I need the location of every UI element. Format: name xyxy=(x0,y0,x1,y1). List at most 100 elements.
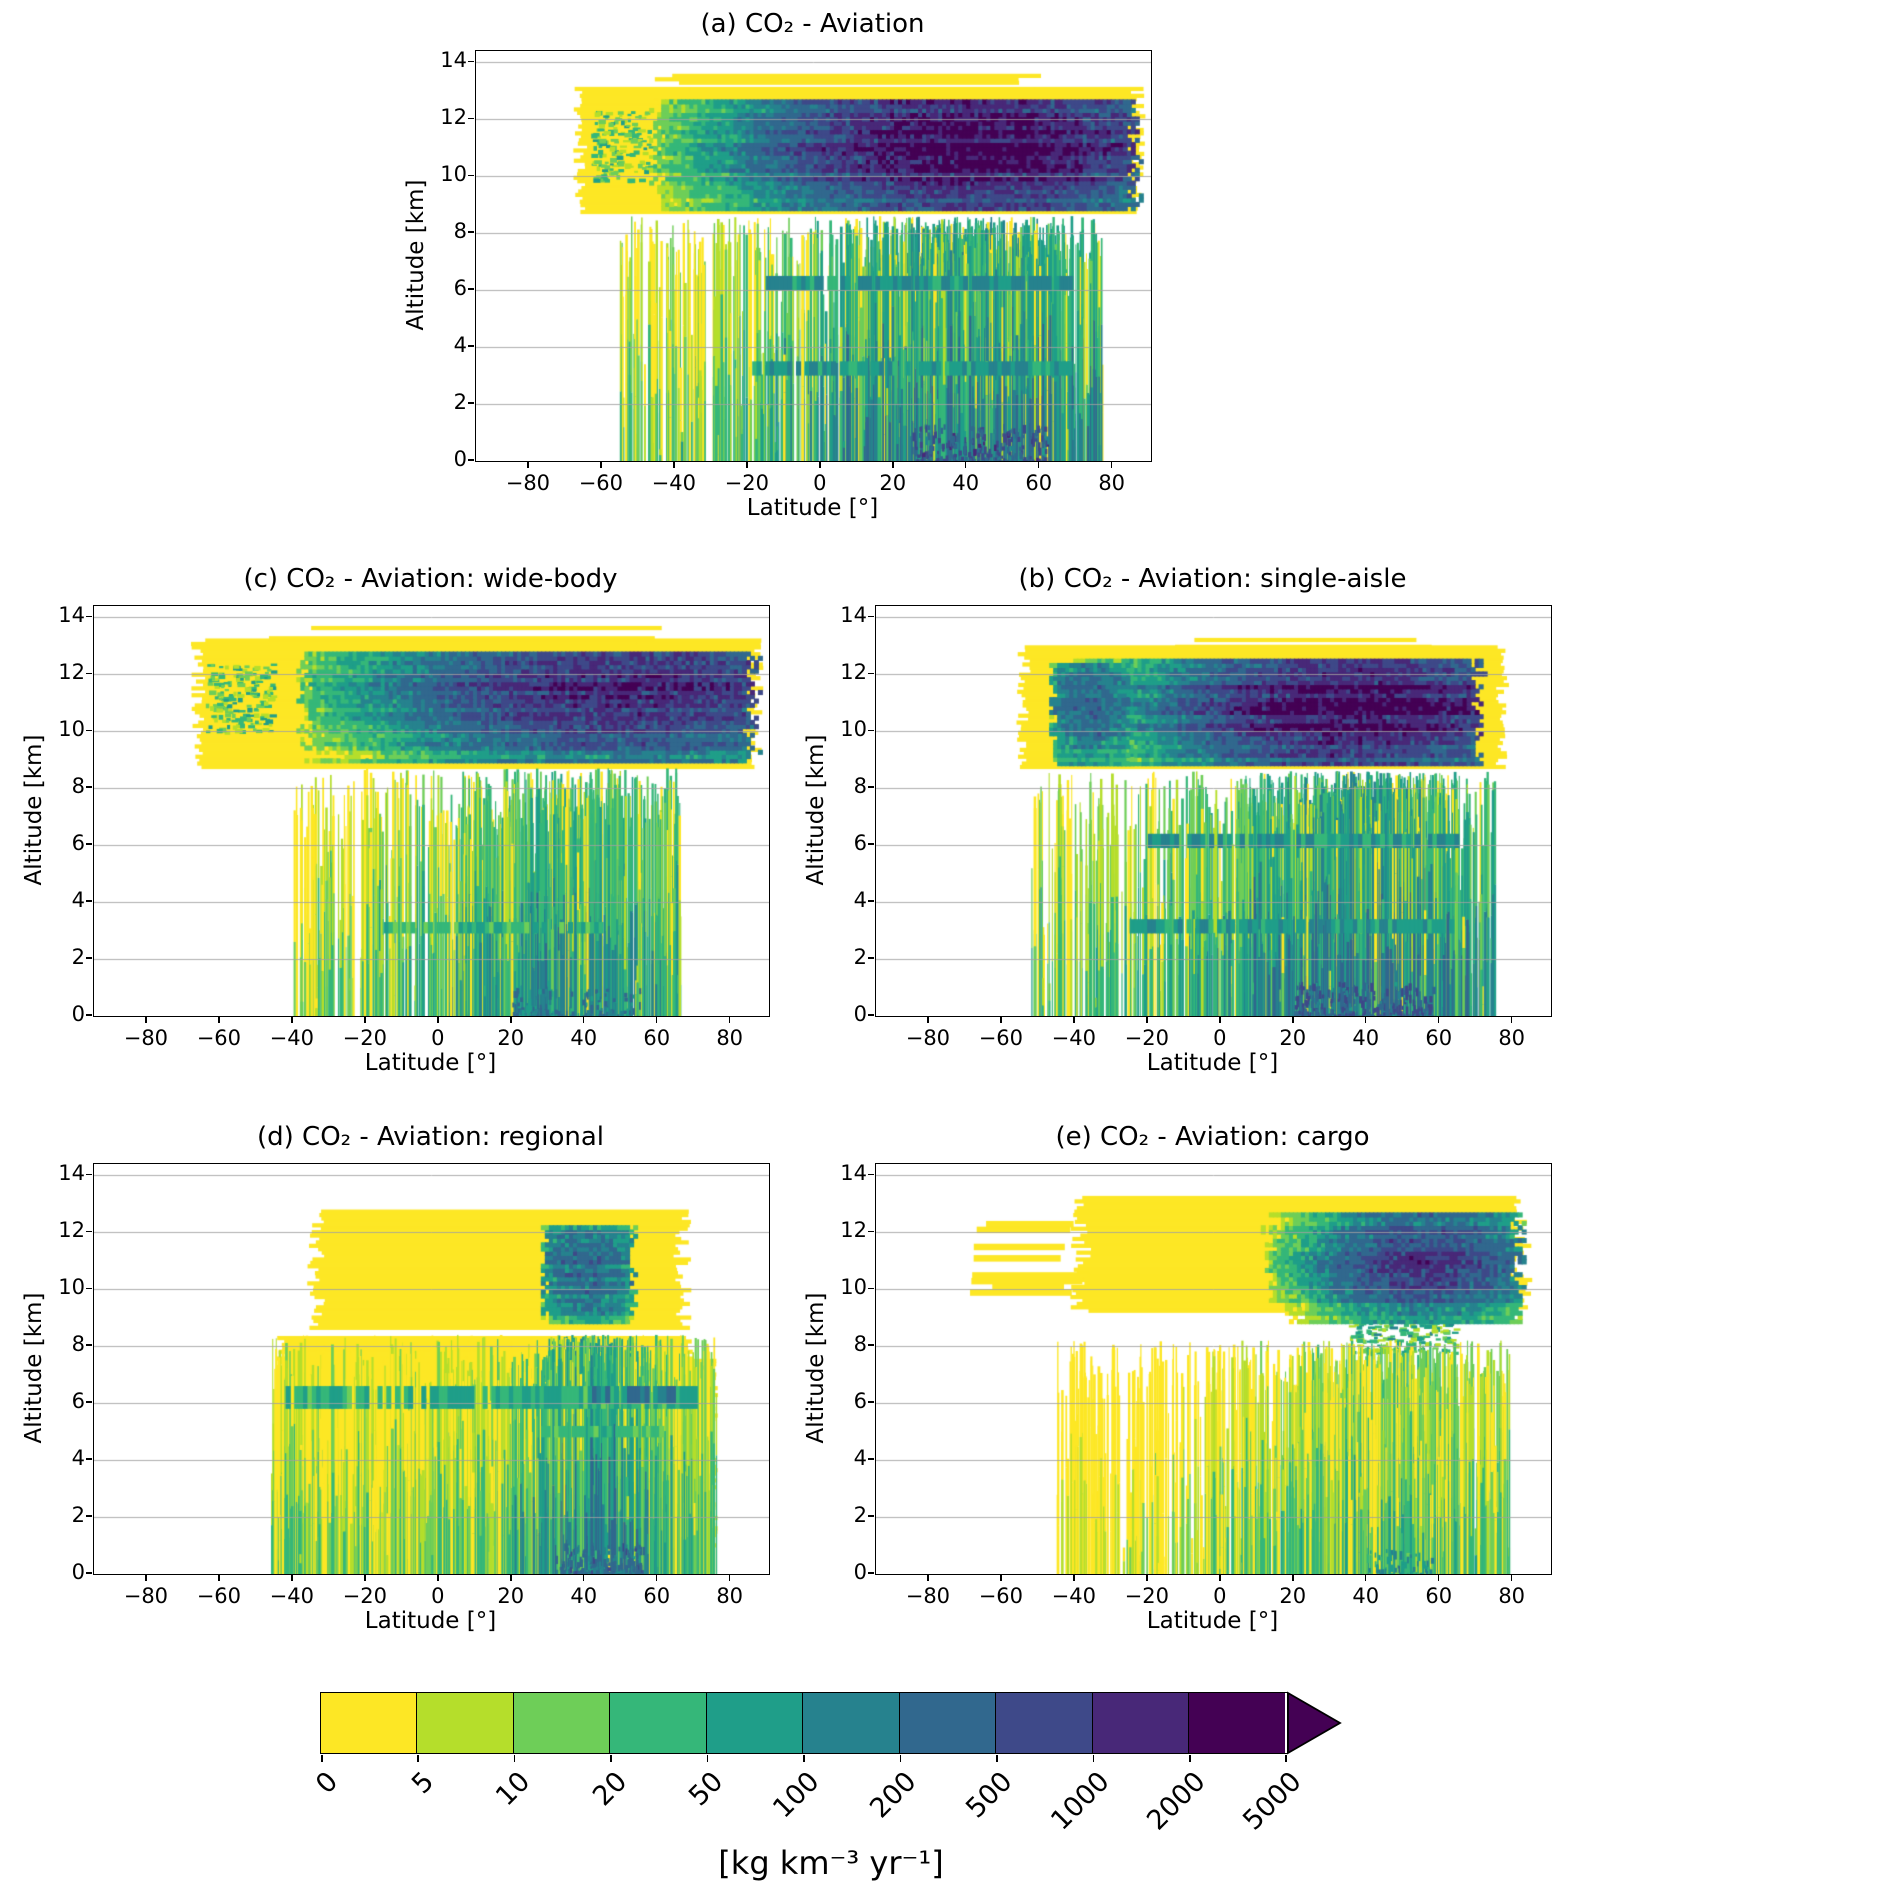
x-tick-label: −80 xyxy=(123,1026,169,1050)
x-tick-mark xyxy=(1437,1575,1440,1581)
y-tick-label: 0 xyxy=(853,1560,867,1584)
panel-b-heatmap xyxy=(876,606,1551,1016)
y-tick-mark xyxy=(468,288,474,290)
x-tick-mark xyxy=(927,1017,929,1023)
x-tick-label: 60 xyxy=(643,1026,671,1050)
x-tick-mark xyxy=(964,462,967,468)
colorbar-tick-label: 5000 xyxy=(1237,1766,1309,1837)
y-tick-mark xyxy=(868,1572,874,1574)
x-tick-label: −80 xyxy=(905,1026,951,1050)
x-tick-label: 40 xyxy=(952,471,980,495)
panel-b-title: (b) CO₂ - Aviation: single-aisle xyxy=(1018,564,1407,594)
x-tick-mark xyxy=(673,462,675,468)
y-tick-mark xyxy=(868,1344,874,1346)
y-tick-mark xyxy=(868,1230,874,1233)
y-tick-label: 10 xyxy=(58,1275,85,1300)
y-tick-mark xyxy=(86,1173,92,1176)
colorbar: [kg km⁻³ yr⁻¹] 0 5 10 20 50 100 200 500 1000 2000… xyxy=(310,1691,1350,1892)
y-tick-label: 10 xyxy=(840,1275,867,1300)
x-tick-label: 40 xyxy=(570,1026,598,1050)
panel-e-cargo: (e) CO₂ - Aviation: cargo Altitude [km] … xyxy=(790,1118,1565,1638)
x-tick-mark xyxy=(1110,462,1113,468)
y-tick-label: 4 xyxy=(853,1446,867,1471)
y-tick-label: 12 xyxy=(840,660,867,685)
colorbar-tick-label: 50 xyxy=(683,1766,730,1813)
x-tick-label: −20 xyxy=(724,471,769,495)
x-tick-mark xyxy=(510,1575,512,1581)
x-tick-label: −60 xyxy=(978,1026,1024,1050)
y-tick-label: 10 xyxy=(440,162,467,187)
x-tick-label: 0 xyxy=(431,1584,445,1608)
x-tick-label: 60 xyxy=(643,1584,671,1608)
x-tick-label: 80 xyxy=(716,1026,744,1050)
x-tick-mark xyxy=(1437,1017,1440,1023)
y-tick-label: 6 xyxy=(71,1389,85,1414)
x-tick-mark xyxy=(728,1575,731,1581)
x-tick-label: −20 xyxy=(1124,1026,1169,1050)
x-tick-mark xyxy=(1292,1017,1294,1023)
x-tick-label: −80 xyxy=(505,471,551,495)
y-tick-label: 2 xyxy=(71,1503,85,1528)
y-tick-mark xyxy=(86,843,92,845)
x-tick-mark xyxy=(1219,1017,1221,1023)
colorbar-tick-label: 200 xyxy=(864,1766,923,1825)
y-tick-mark xyxy=(86,900,92,902)
panel-c-wide-body: (c) CO₂ - Aviation: wide-body Altitude [… xyxy=(8,560,783,1080)
y-tick-label: 6 xyxy=(853,831,867,856)
x-tick-label: −40 xyxy=(269,1026,314,1050)
colorbar-segment-500-1000 xyxy=(996,1693,1093,1753)
x-tick-label: 80 xyxy=(1498,1026,1526,1050)
y-tick-label: 12 xyxy=(440,105,467,130)
x-tick-mark xyxy=(437,1575,439,1581)
x-tick-label: −40 xyxy=(651,471,696,495)
y-tick-mark xyxy=(868,1458,874,1460)
colorbar-segment-50-100 xyxy=(706,1693,804,1753)
panel-e-title: (e) CO₂ - Aviation: cargo xyxy=(1055,1122,1370,1152)
x-tick-mark xyxy=(364,1017,366,1023)
x-tick-mark xyxy=(437,1017,439,1023)
y-tick-label: 14 xyxy=(58,1161,85,1186)
x-tick-label: −40 xyxy=(1051,1584,1096,1608)
y-tick-label: 4 xyxy=(853,888,867,913)
x-tick-mark xyxy=(819,462,821,468)
colorbar-segment-5-10 xyxy=(417,1693,514,1753)
y-tick-label: 14 xyxy=(840,603,867,628)
x-tick-label: −60 xyxy=(196,1584,242,1608)
colorbar-tick-mark xyxy=(610,1755,612,1762)
colorbar-tick-label: 10 xyxy=(490,1766,537,1813)
x-tick-mark xyxy=(1146,1017,1148,1023)
y-tick-mark xyxy=(86,957,92,959)
y-tick-label: 10 xyxy=(58,717,85,742)
x-tick-mark xyxy=(364,1575,366,1581)
y-tick-label: 6 xyxy=(853,1389,867,1414)
x-tick-label: −80 xyxy=(905,1584,951,1608)
x-tick-label: −40 xyxy=(269,1584,314,1608)
y-tick-mark xyxy=(868,957,874,959)
y-tick-mark xyxy=(868,786,874,788)
x-tick-mark xyxy=(655,1017,658,1023)
x-tick-label: 40 xyxy=(1352,1584,1380,1608)
x-tick-mark xyxy=(1292,1575,1294,1581)
y-tick-label: 2 xyxy=(71,945,85,970)
colorbar-unit-label: [kg km⁻³ yr⁻¹] xyxy=(718,1844,944,1882)
y-tick-label: 14 xyxy=(840,1161,867,1186)
x-tick-label: 20 xyxy=(497,1584,525,1608)
panel-c-heatmap xyxy=(94,606,769,1016)
x-tick-mark xyxy=(582,1575,585,1581)
x-tick-mark xyxy=(746,462,748,468)
y-tick-label: 4 xyxy=(71,1446,85,1471)
colorbar-tick-mark xyxy=(417,1755,419,1762)
colorbar-tick-mark xyxy=(996,1755,998,1762)
colorbar-tick-mark xyxy=(706,1755,709,1762)
y-tick-mark xyxy=(86,1344,92,1346)
y-tick-label: 12 xyxy=(840,1218,867,1243)
y-tick-mark xyxy=(86,1230,92,1233)
y-tick-label: 14 xyxy=(58,603,85,628)
x-tick-mark xyxy=(1073,1575,1075,1581)
y-tick-label: 8 xyxy=(71,1332,85,1357)
panel-e-plot-area xyxy=(875,1163,1552,1575)
colorbar-tick-mark xyxy=(1092,1755,1095,1762)
x-tick-label: 0 xyxy=(813,471,827,495)
y-tick-label: 2 xyxy=(853,945,867,970)
x-tick-mark xyxy=(145,1575,147,1581)
